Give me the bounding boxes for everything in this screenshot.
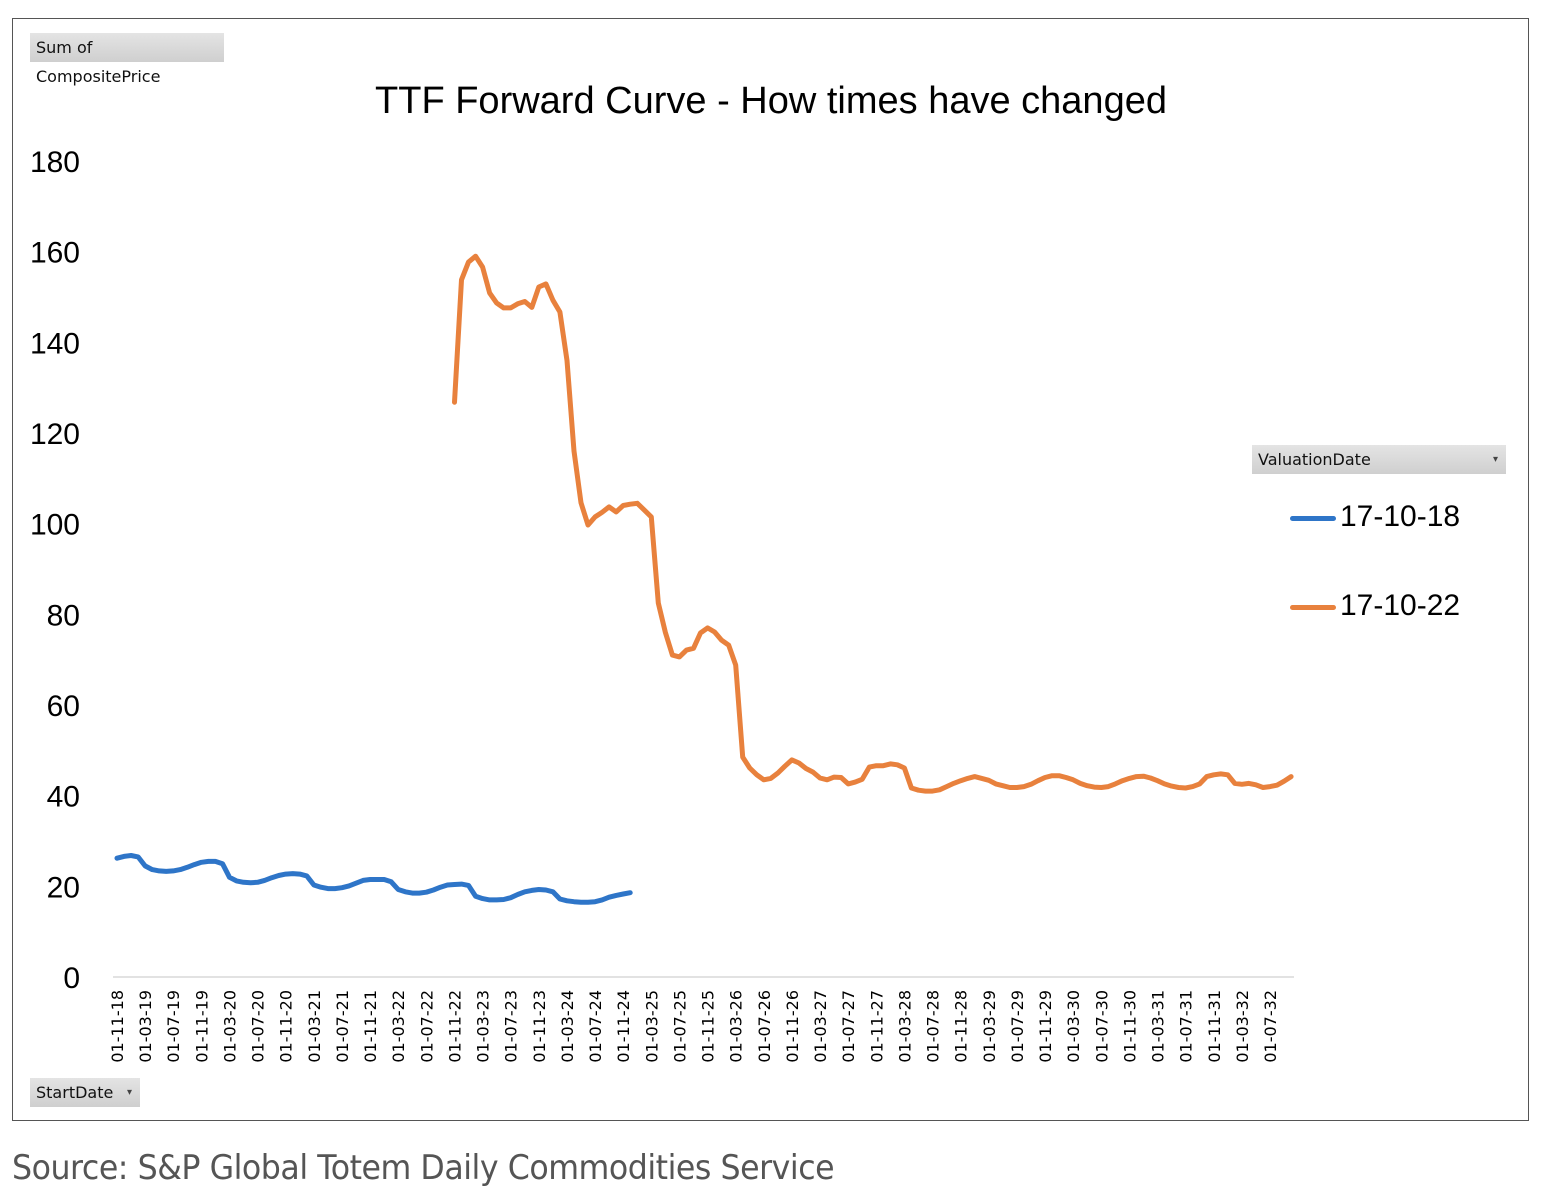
legend-label: 17-10-22	[1340, 589, 1461, 622]
x-tick-label: 01-11-19	[192, 990, 211, 1063]
values-field-label: Sum of CompositePrice	[36, 38, 161, 86]
x-tick-label: 01-03-21	[305, 990, 324, 1063]
startdate-field-label: StartDate	[36, 1083, 114, 1102]
x-tick-label: 01-03-26	[727, 990, 746, 1063]
legend-swatch	[1290, 515, 1336, 521]
x-tick-label: 01-07-27	[839, 990, 858, 1063]
x-tick-label: 01-07-20	[249, 990, 268, 1063]
x-tick-label: 01-07-29	[1008, 990, 1027, 1063]
dropdown-arrow-icon: ▾	[1492, 454, 1498, 465]
chart-frame	[12, 18, 1529, 1121]
x-tick-label: 01-07-23	[502, 990, 521, 1063]
series-line-17-10-22	[452, 253, 1294, 794]
x-tick-label: 01-03-19	[136, 990, 155, 1063]
values-field-button[interactable]: Sum of CompositePrice	[30, 33, 224, 86]
valuationdate-field-label: ValuationDate	[1258, 450, 1371, 469]
dropdown-arrow-icon: ▾	[126, 1087, 132, 1098]
startdate-field-button[interactable]: StartDate ▾	[30, 1078, 140, 1107]
x-tick-label: 01-11-30	[1120, 990, 1139, 1063]
x-tick-label: 01-11-18	[108, 990, 127, 1063]
x-tick-label: 01-03-27	[811, 990, 830, 1063]
y-tick-label: 0	[63, 962, 80, 995]
legend-item-2022[interactable]: 17-10-22	[1290, 589, 1460, 623]
x-tick-label: 01-11-23	[530, 990, 549, 1063]
x-tick-label: 01-11-25	[699, 990, 718, 1063]
x-tick-label: 01-03-29	[980, 990, 999, 1063]
x-tick-label: 01-11-20	[277, 990, 296, 1063]
x-tick-label: 01-07-26	[755, 990, 774, 1063]
legend-item-2018[interactable]: 17-10-18	[1290, 500, 1460, 534]
x-tick-label: 01-07-31	[1177, 990, 1196, 1063]
y-tick-label: 160	[30, 237, 80, 270]
y-tick-label: 120	[30, 418, 80, 451]
x-tick-label: 01-03-22	[389, 990, 408, 1063]
x-tick-label: 01-11-26	[783, 990, 802, 1063]
x-tick-label: 01-03-24	[558, 990, 577, 1063]
y-tick-label: 20	[47, 871, 80, 904]
y-tick-label: 40	[47, 781, 80, 814]
y-tick-label: 180	[30, 146, 80, 179]
valuationdate-field-button[interactable]: ValuationDate ▾	[1252, 445, 1506, 474]
y-tick-label: 140	[30, 327, 80, 360]
x-tick-label: 01-07-25	[670, 990, 689, 1063]
x-tick-label: 01-11-29	[1036, 990, 1055, 1063]
x-tick-label: 01-03-32	[1233, 990, 1252, 1063]
x-tick-label: 01-11-21	[361, 990, 380, 1063]
x-tick-label: 01-03-25	[642, 990, 661, 1063]
x-tick-label: 01-07-32	[1261, 990, 1280, 1063]
chart-title: TTF Forward Curve - How times have chang…	[375, 80, 1167, 122]
x-tick-label: 01-11-22	[445, 990, 464, 1063]
x-tick-label: 01-07-28	[924, 990, 943, 1063]
x-tick-label: 01-07-30	[1092, 990, 1111, 1063]
series-line-17-10-18	[114, 853, 633, 905]
x-tick-label: 01-11-28	[952, 990, 971, 1063]
y-tick-label: 100	[30, 509, 80, 542]
legend-label: 17-10-18	[1340, 500, 1461, 533]
source-caption: Source: S&P Global Totem Daily Commoditi…	[12, 1148, 835, 1188]
y-tick-label: 80	[47, 599, 80, 632]
x-tick-label: 01-03-31	[1149, 990, 1168, 1063]
x-tick-label: 01-03-30	[1064, 990, 1083, 1063]
y-tick-label: 60	[47, 690, 80, 723]
x-tick-label: 01-11-31	[1205, 990, 1224, 1063]
x-tick-label: 01-03-23	[474, 990, 493, 1063]
x-tick-label: 01-03-28	[895, 990, 914, 1063]
x-tick-label: 01-07-22	[417, 990, 436, 1063]
x-tick-label: 01-07-19	[164, 990, 183, 1063]
x-tick-label: 01-11-24	[614, 990, 633, 1063]
x-tick-label: 01-11-27	[867, 990, 886, 1063]
legend-swatch	[1290, 604, 1336, 610]
x-tick-label: 01-03-20	[220, 990, 239, 1063]
x-tick-label: 01-07-21	[333, 990, 352, 1063]
x-tick-label: 01-07-24	[586, 990, 605, 1063]
